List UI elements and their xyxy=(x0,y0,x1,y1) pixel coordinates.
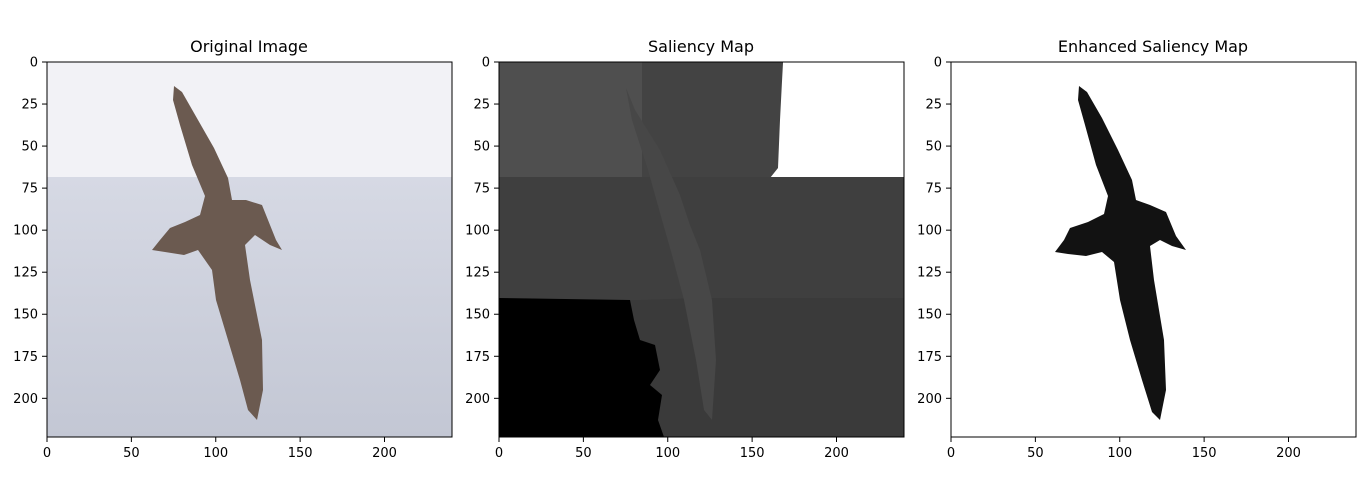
ticks-enhanced: 0 50 100 150 200 0 25 50 75 100 125 150 175 200 xyxy=(917,56,1301,462)
y-tick-label: 50 xyxy=(473,140,490,155)
ticks-saliency: 0 50 100 150 200 0 25 50 75 100 125 150 175 200 xyxy=(465,56,849,462)
sky-region xyxy=(47,62,452,177)
x-tick-label: 200 xyxy=(1276,446,1301,461)
y-tick-label: 125 xyxy=(13,266,38,281)
y-tick-label: 100 xyxy=(13,224,38,239)
saliency-black-region xyxy=(499,298,664,437)
y-tick-label: 175 xyxy=(917,350,942,365)
x-tick-label: 150 xyxy=(1192,446,1217,461)
y-tick-label: 0 xyxy=(30,56,38,71)
panel-original: Original Image 0 50 100 150 200 0 25 50 75 100 125… xyxy=(13,37,453,462)
y-tick-label: 100 xyxy=(917,224,942,239)
y-tick-label: 200 xyxy=(917,392,942,407)
y-tick-label: 25 xyxy=(21,98,38,113)
x-tick-label: 200 xyxy=(824,446,849,461)
panel-saliency: Saliency Map 0 50 100 150 200 0 25 50 75 100 125 15… xyxy=(465,37,905,462)
y-tick-label: 50 xyxy=(925,140,942,155)
saliency-white-region xyxy=(770,62,904,181)
x-tick-label: 100 xyxy=(203,446,228,461)
ticks-original: 0 50 100 150 200 0 25 50 75 100 125 150 175 200 xyxy=(13,56,397,462)
y-tick-label: 75 xyxy=(925,182,942,197)
y-tick-label: 125 xyxy=(917,266,942,281)
y-tick-label: 75 xyxy=(21,182,38,197)
y-tick-label: 100 xyxy=(465,224,490,239)
image-enhanced xyxy=(951,62,1356,437)
y-tick-label: 150 xyxy=(465,308,490,323)
y-tick-label: 50 xyxy=(21,140,38,155)
saliency-bird-ghost xyxy=(626,88,716,420)
saliency-top-middle-region xyxy=(642,62,782,179)
panel-title-saliency: Saliency Map xyxy=(648,37,754,56)
panel-title-enhanced: Enhanced Saliency Map xyxy=(1058,37,1248,56)
y-tick-label: 25 xyxy=(473,98,490,113)
x-tick-label: 150 xyxy=(288,446,313,461)
y-tick-label: 150 xyxy=(13,308,38,323)
axes-frame-original xyxy=(46,61,453,438)
x-tick-label: 150 xyxy=(740,446,765,461)
bird-photo xyxy=(152,86,282,420)
x-tick-label: 0 xyxy=(495,446,503,461)
x-tick-label: 0 xyxy=(947,446,955,461)
x-tick-label: 50 xyxy=(575,446,592,461)
y-tick-label: 200 xyxy=(13,392,38,407)
x-tick-label: 100 xyxy=(655,446,680,461)
saliency-top-left-region xyxy=(499,62,642,177)
panel-title-original: Original Image xyxy=(190,37,308,56)
y-tick-label: 175 xyxy=(465,350,490,365)
axes-frame-saliency xyxy=(498,61,905,438)
image-saliency xyxy=(499,62,904,437)
axes-frame-enhanced xyxy=(950,61,1357,438)
y-tick-label: 175 xyxy=(13,350,38,365)
y-tick-label: 200 xyxy=(465,392,490,407)
x-tick-label: 50 xyxy=(123,446,140,461)
saliency-middle-band xyxy=(499,177,904,300)
y-tick-label: 0 xyxy=(934,56,942,71)
panel-enhanced: Enhanced Saliency Map 0 50 100 150 200 0 25 50 7… xyxy=(917,37,1357,462)
x-tick-label: 0 xyxy=(43,446,51,461)
y-tick-label: 0 xyxy=(482,56,490,71)
enhanced-bird-silhouette xyxy=(1055,86,1186,420)
image-original xyxy=(47,62,452,437)
y-tick-label: 125 xyxy=(465,266,490,281)
y-tick-label: 150 xyxy=(917,308,942,323)
x-tick-label: 50 xyxy=(1027,446,1044,461)
y-tick-label: 75 xyxy=(473,182,490,197)
x-tick-label: 100 xyxy=(1107,446,1132,461)
y-tick-label: 25 xyxy=(925,98,942,113)
x-tick-label: 200 xyxy=(372,446,397,461)
